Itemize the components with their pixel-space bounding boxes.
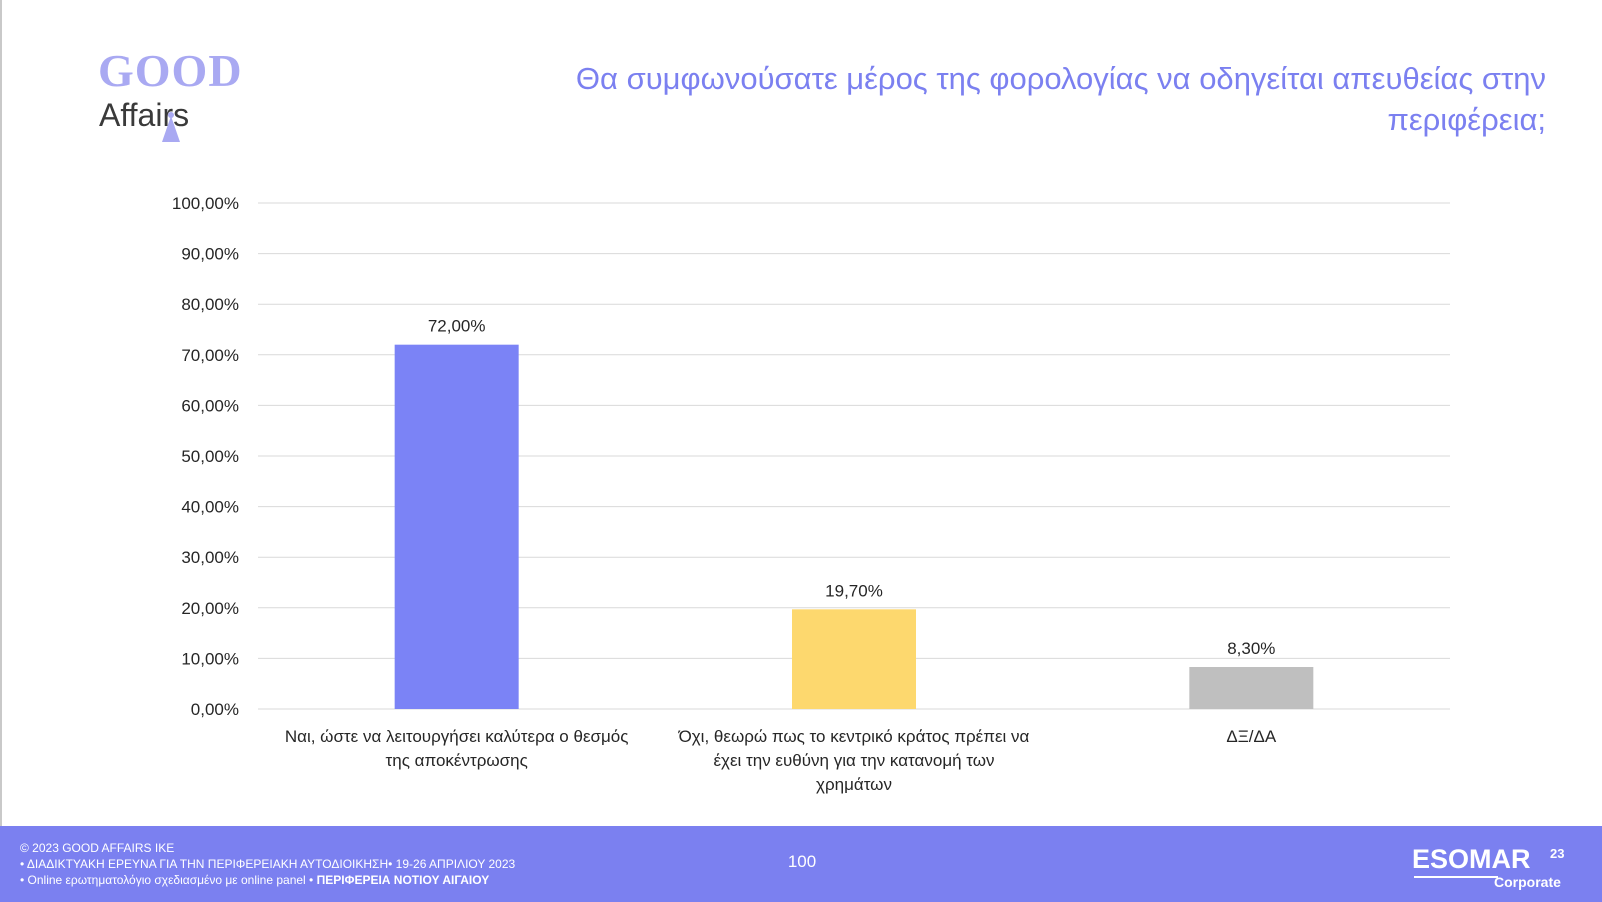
bar xyxy=(394,344,519,709)
x-tick-label: χρημάτων xyxy=(816,775,892,794)
y-tick-label: 100,00% xyxy=(172,194,239,213)
y-tick-label: 90,00% xyxy=(181,245,239,264)
footer-method-text: • Online ερωτηματολόγιο σχεδιασμένο με o… xyxy=(20,873,314,887)
esomar-logo: ESOMAR 23 Corporate xyxy=(1412,844,1572,892)
slide-left-edge xyxy=(0,0,2,826)
x-tick-label: Ναι, ώστε να λειτουργήσει καλύτερα ο θεσ… xyxy=(285,727,629,746)
esomar-word: ESOMAR xyxy=(1412,844,1531,874)
footer-bar: © 2023 GOOD AFFAIRS IKE • ΔΙΑΔΙΚΤΥΑΚΗ ΕΡ… xyxy=(0,826,1602,902)
y-tick-label: 50,00% xyxy=(181,447,239,466)
footer-info: © 2023 GOOD AFFAIRS IKE • ΔΙΑΔΙΚΤΥΑΚΗ ΕΡ… xyxy=(20,840,515,888)
x-tick-label: της αποκέντρωσης xyxy=(386,751,528,770)
y-tick-label: 20,00% xyxy=(181,599,239,618)
page-number: 100 xyxy=(787,852,817,871)
footer-survey-line: • ΔΙΑΔΙΚΤΥΑΚΗ ΕΡΕΥΝΑ ΓΙΑ ΤΗΝ ΠΕΡΙΦΕΡΕΙΑΚ… xyxy=(20,857,516,871)
footer-copyright: © 2023 GOOD AFFAIRS IKE xyxy=(20,841,175,855)
esomar-superscript: 23 xyxy=(1550,846,1565,861)
page-title: Θα συμφωνούσατε μέρος της φορολογίας να … xyxy=(575,61,1546,137)
data-label: 72,00% xyxy=(428,317,486,336)
good-affairs-logo: GOOD Affairs xyxy=(98,44,258,148)
x-tick-label: έχει την ευθύνη για την κατανομή των xyxy=(713,751,994,770)
y-tick-label: 30,00% xyxy=(181,548,239,567)
y-tick-label: 80,00% xyxy=(181,295,239,314)
y-tick-label: 10,00% xyxy=(181,649,239,668)
data-label: 19,70% xyxy=(825,581,883,600)
esomar-corporate: Corporate xyxy=(1494,874,1561,890)
footer-region-text: ΠΕΡΙΦΕΡΕΙΑ ΝΟΤΙΟΥ ΑΙΓΑΙΟΥ xyxy=(316,873,490,887)
bar-chart: 0,00% 10,00% 20,00% 30,00% 40,00% 50,00% 60,00… xyxy=(172,194,1450,794)
esomar-underline xyxy=(1414,876,1498,878)
y-tick-label: 70,00% xyxy=(181,346,239,365)
y-tick-label: 0,00% xyxy=(191,700,239,719)
y-tick-label: 40,00% xyxy=(181,498,239,517)
bar xyxy=(792,609,916,709)
logo-figure-icon xyxy=(162,112,180,142)
x-tick-label: Όχι, θεωρώ πως το κεντρικό κράτος πρέπει… xyxy=(678,727,1030,746)
bar xyxy=(1189,667,1314,709)
logo-word-good: GOOD xyxy=(98,45,243,96)
footer-method-line: • Online ερωτηματολόγιο σχεδιασμένο με o… xyxy=(20,872,515,888)
y-tick-label: 60,00% xyxy=(181,396,239,415)
data-label: 8,30% xyxy=(1227,639,1275,658)
x-tick-label: ΔΞ/ΔΑ xyxy=(1226,727,1276,746)
